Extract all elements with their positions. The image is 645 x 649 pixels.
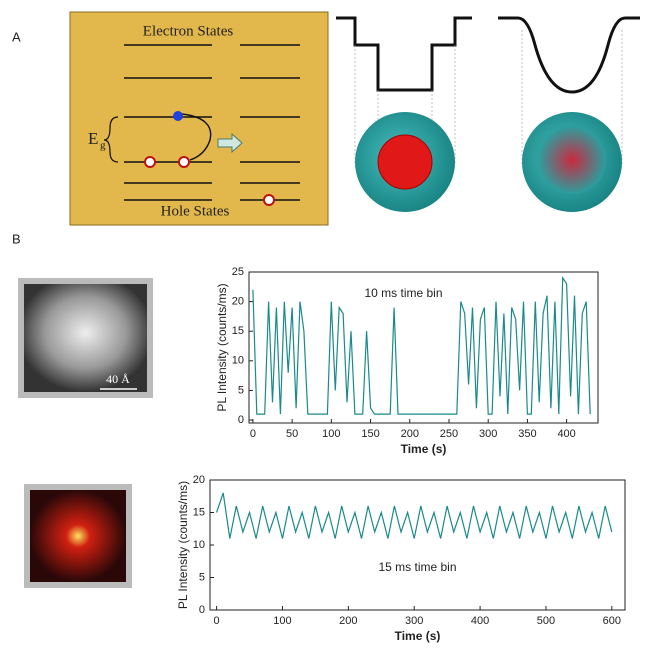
panel-label: B — [12, 231, 21, 246]
y-tick-label: 0 — [199, 604, 205, 616]
x-tick-label: 100 — [322, 428, 340, 440]
y-tick-label: 15 — [232, 325, 244, 337]
data-line — [217, 493, 612, 539]
x-tick-label: 50 — [286, 428, 298, 440]
hole — [179, 157, 189, 167]
y-tick-label: 20 — [232, 296, 244, 308]
y-tick-label: 20 — [193, 474, 205, 486]
x-tick-label: 200 — [401, 428, 419, 440]
x-tick-label: 600 — [603, 615, 621, 627]
gap-symbol: E — [88, 129, 98, 148]
x-tick-label: 0 — [250, 428, 256, 440]
y-tick-label: 10 — [193, 539, 205, 551]
x-axis-label: Time (s) — [395, 629, 441, 643]
square-well — [336, 18, 472, 90]
annotation: 15 ms time bin — [378, 560, 456, 574]
plot-frame — [210, 480, 625, 610]
x-axis-label: Time (s) — [401, 442, 447, 456]
y-axis-label: PL Intensity (counts/ms) — [215, 283, 229, 411]
panel-label: A — [12, 29, 21, 44]
y-tick-label: 0 — [238, 414, 244, 426]
hole — [264, 195, 274, 205]
x-tick-label: 100 — [273, 615, 291, 627]
y-tick-label: 25 — [232, 266, 244, 278]
x-tick-label: 0 — [214, 615, 220, 627]
x-tick-label: 400 — [557, 428, 575, 440]
electron — [173, 111, 183, 121]
y-tick-label: 10 — [232, 355, 244, 367]
hole — [145, 157, 155, 167]
x-tick-label: 150 — [361, 428, 379, 440]
pl-image — [30, 490, 126, 582]
annotation: 10 ms time bin — [364, 286, 442, 300]
diagram-label: Hole States — [161, 203, 230, 219]
alloy-core — [538, 126, 606, 194]
y-tick-label: 15 — [193, 506, 205, 518]
x-tick-label: 350 — [518, 428, 536, 440]
y-tick-label: 5 — [238, 384, 244, 396]
x-tick-label: 250 — [440, 428, 458, 440]
core — [378, 135, 432, 189]
smooth-well — [498, 18, 640, 92]
gap-subscript: g — [100, 140, 106, 152]
figure: A B Electron States Hole States E g 40 Å… — [0, 0, 645, 644]
diagram-label: Electron States — [143, 23, 234, 39]
x-tick-label: 500 — [537, 615, 555, 627]
x-tick-label: 300 — [479, 428, 497, 440]
y-axis-label: PL Intensity (counts/ms) — [176, 481, 190, 609]
x-tick-label: 300 — [405, 615, 423, 627]
x-tick-label: 200 — [339, 615, 357, 627]
scale-label: 40 Å — [106, 372, 130, 386]
x-tick-label: 400 — [471, 615, 489, 627]
y-tick-label: 5 — [199, 571, 205, 583]
